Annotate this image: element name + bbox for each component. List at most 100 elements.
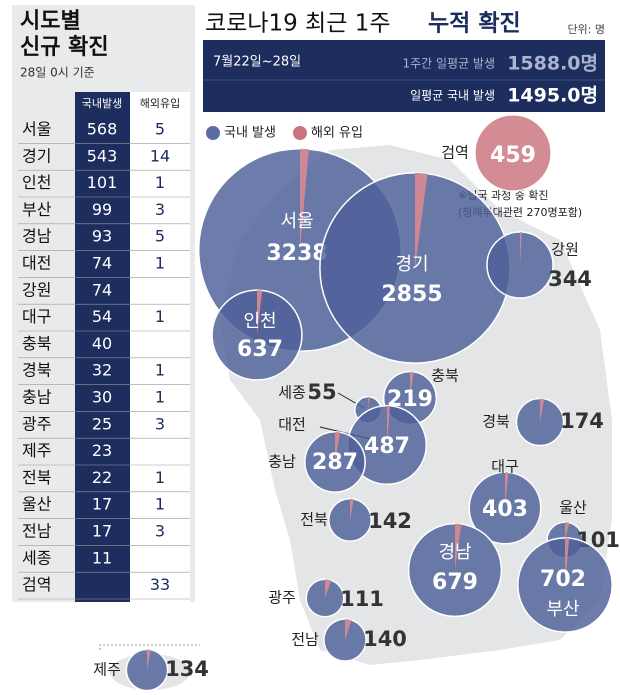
region-name: 인천: [22, 173, 51, 192]
overseas-cell: 1: [155, 361, 165, 380]
bubble-label: 강원: [551, 241, 579, 259]
overseas-cell: 1: [155, 173, 165, 192]
overseas-cell: 3: [155, 200, 165, 219]
overseas-wedge: [565, 522, 570, 540]
bubble-label: 경북: [482, 413, 510, 431]
region-name: 대구: [22, 307, 51, 326]
overseas-wedge: [387, 405, 391, 445]
legend-swatch: [206, 126, 220, 140]
column-header: 국내발생: [82, 97, 122, 110]
overseas-wedge: [455, 523, 462, 570]
title-highlight: 누적 확진: [428, 11, 521, 37]
legend-label: 해외 유입: [311, 126, 363, 141]
overseas-wedge: [300, 148, 309, 250]
domestic-cell: 99: [92, 200, 112, 219]
table-subtitle: 28일 0시 기준: [20, 66, 95, 80]
period: 7월22일~28일: [213, 55, 301, 70]
overseas-wedge: [350, 498, 354, 520]
domestic-cell: 101: [87, 173, 118, 192]
overseas-cell: 3: [155, 414, 165, 433]
overseas-wedge: [257, 290, 263, 335]
bubble-value: 679: [432, 570, 478, 595]
domestic-cell: 17: [92, 522, 112, 541]
overseas-cell: 1: [155, 307, 165, 326]
domestic-cell: 25: [92, 414, 112, 433]
overseas-wedge: [325, 579, 332, 598]
domestic-cell: 74: [92, 280, 112, 299]
overseas-wedge: [505, 472, 509, 508]
bubble-value: 344: [548, 267, 592, 291]
domestic-cell: 30: [92, 388, 112, 407]
bubble-value: 702: [540, 567, 586, 592]
region-name: 서울: [22, 120, 51, 139]
table-title: 신규 확진: [20, 35, 109, 60]
bubble-value: 55: [307, 380, 336, 404]
bubble-label: 경기: [395, 254, 428, 275]
region-name: 경남: [22, 227, 52, 246]
overseas-cell: 3: [155, 522, 165, 541]
bubble-value: 134: [165, 657, 209, 681]
overseas-wedge: [520, 231, 522, 265]
overseas-cell: 33: [150, 575, 170, 594]
bubble-value: 140: [363, 627, 407, 651]
bubble-label: 대구: [491, 458, 519, 476]
bubble-value: 2855: [381, 282, 442, 307]
bubble-label: 충북: [431, 367, 459, 385]
overseas-column: [130, 92, 190, 602]
overseas-wedge: [565, 537, 570, 585]
bubble-label: 서울: [280, 211, 313, 232]
legend-swatch: [293, 126, 307, 140]
inset-border: [99, 644, 200, 650]
domestic-cell: 11: [92, 548, 112, 567]
bubble-value: 287: [312, 450, 358, 475]
bubble-label: 광주: [268, 589, 296, 607]
bubble-value: 111: [340, 587, 384, 611]
region-name: 검역: [22, 575, 51, 594]
bubble-label: 전남: [291, 631, 319, 649]
bubble-value: 403: [482, 497, 528, 522]
domestic-cell: 543: [87, 146, 118, 165]
region-name: 대전: [22, 254, 51, 273]
overseas-cell: 1: [155, 388, 165, 407]
stat-label: 1주간 일평균 발생: [402, 57, 495, 71]
bubble-label: 충남: [268, 453, 296, 471]
region-name: 부산: [22, 200, 52, 219]
region-name: 경북: [22, 361, 51, 380]
stat-value: 1588.0명: [507, 53, 598, 75]
domestic-cell: 22: [92, 468, 112, 487]
region-name: 경기: [22, 146, 51, 165]
legend-label: 국내 발생: [224, 126, 276, 141]
overseas-wedge: [147, 649, 151, 670]
stat-value: 1495.0명: [507, 85, 598, 107]
bubble-label: 검역: [441, 144, 469, 162]
region-name: 전북: [22, 468, 51, 487]
unit: 단위: 명: [567, 23, 605, 36]
bubble-label: 세종: [278, 384, 306, 402]
overseas-wedge: [335, 431, 341, 462]
overseas-wedge: [410, 371, 414, 398]
title: 코로나19 최근 1주: [205, 11, 390, 37]
overseas-cell: 1: [155, 495, 165, 514]
region-name: 강원: [22, 280, 51, 299]
domestic-cell: 74: [92, 254, 112, 273]
bubble-value: 142: [368, 509, 412, 533]
domestic-cell: 17: [92, 495, 112, 514]
domestic-cell: 54: [92, 307, 112, 326]
bubble-label: 대전: [278, 416, 306, 434]
stat-label: 일평균 국내 발생: [410, 89, 495, 103]
bubble-value: 3238: [266, 241, 327, 266]
overseas-wedge: [415, 172, 428, 268]
domestic-column: [75, 92, 130, 602]
domestic-cell: 568: [87, 120, 118, 139]
bubble-value: 637: [237, 337, 283, 362]
region-name: 충남: [22, 388, 52, 407]
bubble-label: 전북: [300, 511, 328, 529]
bubble-value: 487: [364, 434, 410, 459]
overseas-cell: 1: [155, 254, 165, 273]
overseas-wedge: [345, 618, 352, 640]
overseas-cell: 5: [155, 227, 165, 246]
stats-box: [203, 40, 605, 112]
bubble-label: 경남: [438, 542, 471, 563]
overseas-wedge: [540, 398, 545, 422]
